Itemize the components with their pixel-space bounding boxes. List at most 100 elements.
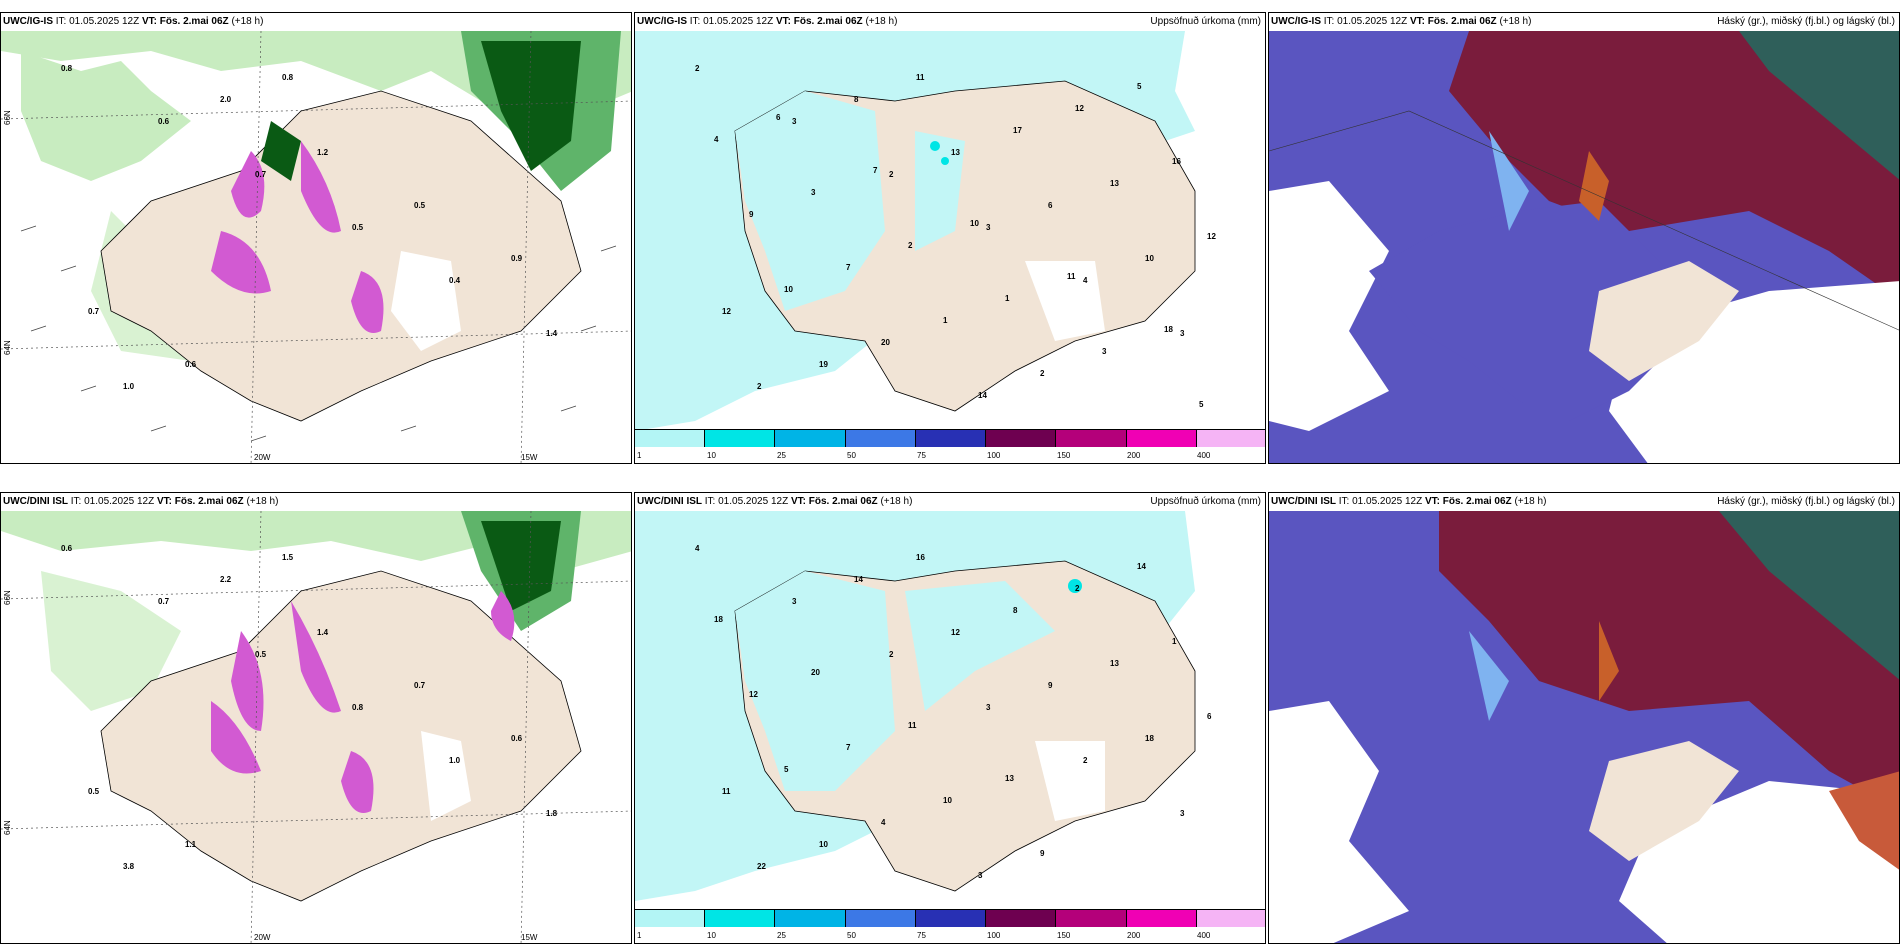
colorbar-label: 75 <box>917 451 926 460</box>
colorbar-label: 200 <box>1127 931 1141 940</box>
value-label: 3 <box>792 597 797 606</box>
value-label: 3 <box>978 871 983 880</box>
value-label: 12 <box>1207 232 1216 241</box>
lat-label: 64N <box>3 340 12 355</box>
wind-precip-map: 0.6 0.7 0.5 0.8 1.0 1.8 3.8 2.2 1.4 0.7 0.6 0.5 1.1 1… <box>1 511 631 943</box>
panel-igis-clouds: UWC/IG-IS IT: 01.05.2025 12Z VT: Fös. 2.… <box>1268 12 1900 464</box>
cloud-map <box>1269 31 1899 463</box>
value-label: 13 <box>1110 179 1119 188</box>
value-label: 0.7 <box>158 597 170 606</box>
value-label: 18 <box>714 615 723 624</box>
value-label: 3 <box>986 223 991 232</box>
value-label: 0.9 <box>511 254 523 263</box>
value-label: 7 <box>846 263 851 272</box>
colorbar-label: 1 <box>637 451 642 460</box>
value-label: 9 <box>1048 681 1053 690</box>
precip-colorbar <box>635 909 1265 927</box>
wind-precip-map: 0.8 0.6 0.7 0.5 0.4 1.4 1.0 2.0 1.2 0.5 0.9 0.7 0.6 0… <box>1 31 631 463</box>
value-label: 3 <box>986 703 991 712</box>
value-label: 9 <box>1040 849 1045 858</box>
panel-header: UWC/DINI ISL IT: 01.05.2025 12Z VT: Fös.… <box>1271 496 1547 507</box>
value-label: 22 <box>757 862 766 871</box>
cloud-map <box>1269 511 1899 943</box>
lon-label: 15W <box>521 933 538 942</box>
value-label: 0.7 <box>414 681 426 690</box>
value-label: 6 <box>1048 201 1053 210</box>
panel-igis-precip: UWC/IG-IS IT: 01.05.2025 12Z VT: Fös. 2.… <box>634 12 1266 464</box>
value-label: 0.5 <box>352 223 364 232</box>
value-label: 1.0 <box>123 382 135 391</box>
value-label: 3 <box>1180 329 1185 338</box>
value-label: 3 <box>1180 809 1185 818</box>
value-label: 0.8 <box>352 703 364 712</box>
colorbar-label: 100 <box>987 931 1001 940</box>
value-label: 17 <box>1013 126 1022 135</box>
value-label: 20 <box>881 338 890 347</box>
value-label: 1.2 <box>317 148 329 157</box>
value-label: 12 <box>749 690 758 699</box>
value-label: 13 <box>951 148 960 157</box>
value-label: 2 <box>1075 584 1080 593</box>
value-label: 5 <box>784 765 789 774</box>
colorbar-label: 1 <box>637 931 642 940</box>
lat-label: 64N <box>3 820 12 835</box>
value-label: 1.1 <box>185 840 197 849</box>
colorbar-label: 10 <box>707 451 716 460</box>
colorbar-label: 150 <box>1057 451 1071 460</box>
colorbar-label: 400 <box>1197 451 1211 460</box>
panel-dini-precip: UWC/DINI ISL IT: 01.05.2025 12Z VT: Fös.… <box>634 492 1266 944</box>
value-label: 1 <box>1005 294 1010 303</box>
value-label: 4 <box>1083 276 1088 285</box>
value-label: 4 <box>695 544 700 553</box>
value-label: 18 <box>1164 325 1173 334</box>
value-label: 12 <box>722 307 731 316</box>
colorbar-label: 25 <box>777 451 786 460</box>
value-label: 11 <box>916 73 925 82</box>
value-label: 1.0 <box>449 756 461 765</box>
value-label: 5 <box>1137 82 1142 91</box>
panel-header: UWC/IG-IS IT: 01.05.2025 12Z VT: Fös. 2.… <box>637 16 898 27</box>
value-label: 0.6 <box>185 360 197 369</box>
value-label: 3 <box>1102 347 1107 356</box>
value-label: 4 <box>881 818 886 827</box>
lon-label: 20W <box>254 933 271 942</box>
product-title: Háský (gr.), miðský (fj.bl.) og lágský (… <box>1717 16 1895 27</box>
value-label: 20 <box>811 668 820 677</box>
value-label: 10 <box>819 840 828 849</box>
value-label: 2 <box>908 241 913 250</box>
product-title: Uppsöfnuð úrkoma (mm) <box>1150 496 1261 507</box>
value-label: 9 <box>749 210 754 219</box>
colorbar-label: 400 <box>1197 931 1211 940</box>
panel-header: UWC/IG-IS IT: 01.05.2025 12Z VT: Fös. 2.… <box>1271 16 1532 27</box>
value-label: 0.4 <box>449 276 461 285</box>
value-label: 11 <box>908 721 917 730</box>
value-label: 2.2 <box>220 575 232 584</box>
value-label: 0.6 <box>61 544 73 553</box>
value-label: 13 <box>1005 774 1014 783</box>
lat-label: 66N <box>3 110 12 125</box>
value-label: 8 <box>854 95 859 104</box>
lat-label: 66N <box>3 590 12 605</box>
panel-header: UWC/DINI ISL IT: 01.05.2025 12Z VT: Fös.… <box>3 496 279 507</box>
value-label: 1.4 <box>546 329 558 338</box>
colorbar-label: 50 <box>847 931 856 940</box>
value-label: 5 <box>1199 400 1204 409</box>
value-label: 16 <box>916 553 925 562</box>
value-label: 2 <box>1083 756 1088 765</box>
colorbar-label: 200 <box>1127 451 1141 460</box>
lon-label: 15W <box>521 453 538 462</box>
value-label: 14 <box>854 575 863 584</box>
value-label: 14 <box>978 391 987 400</box>
precip-map: 2323432813610121911171312102014121697125… <box>635 31 1265 447</box>
value-label: 1 <box>1172 637 1177 646</box>
lon-label: 20W <box>254 453 271 462</box>
product-title: Háský (gr.), miðský (fj.bl.) og lágský (… <box>1717 496 1895 507</box>
value-label: 10 <box>970 219 979 228</box>
value-label: 2 <box>757 382 762 391</box>
value-label: 2.0 <box>220 95 232 104</box>
panel-header: UWC/IG-IS IT: 01.05.2025 12Z VT: Fös. 2.… <box>3 16 264 27</box>
colorbar-label: 75 <box>917 931 926 940</box>
value-label: 8 <box>1013 606 1018 615</box>
value-label: 0.7 <box>255 170 267 179</box>
value-label: 18 <box>1145 734 1154 743</box>
